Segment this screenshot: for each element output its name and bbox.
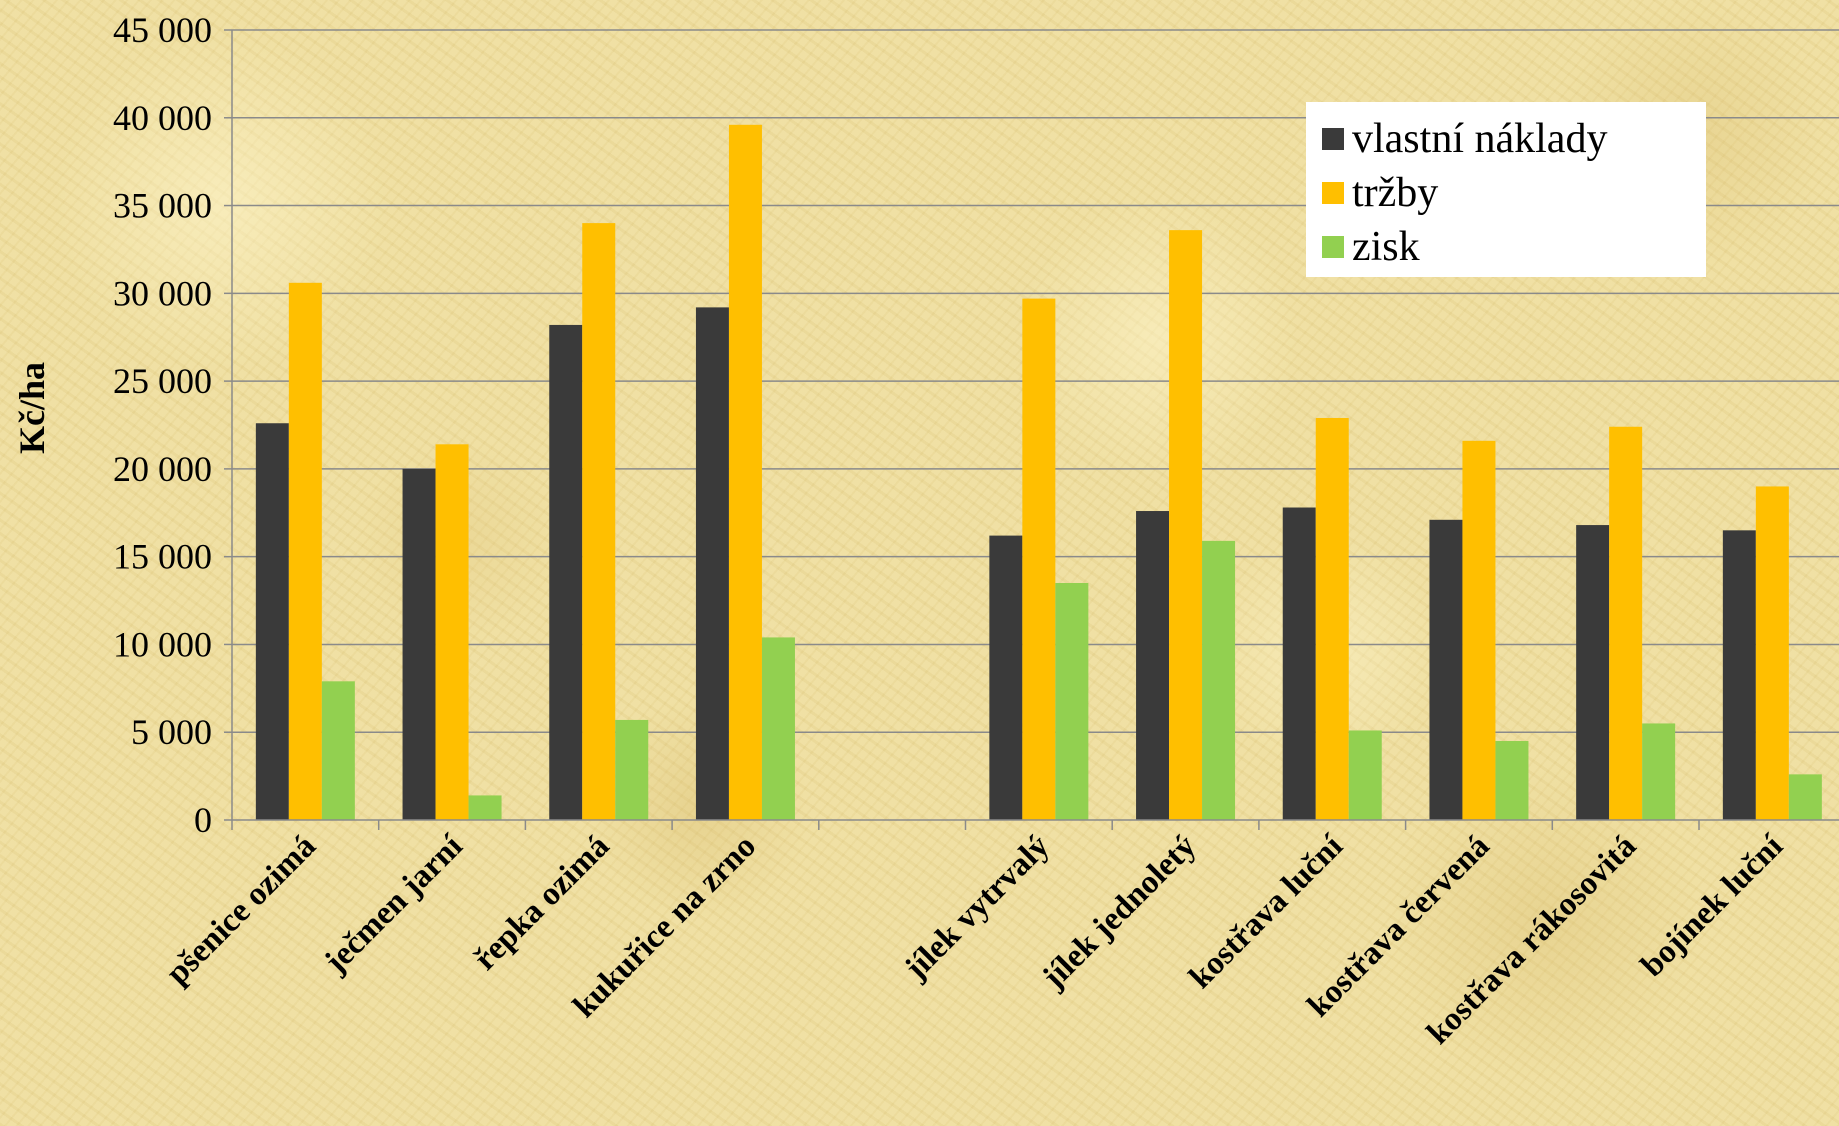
bar	[1642, 723, 1676, 820]
bar	[1788, 774, 1822, 820]
bar	[1609, 426, 1643, 820]
bar	[1136, 511, 1170, 820]
legend-label: vlastní náklady	[1352, 116, 1607, 162]
bar	[1348, 730, 1382, 820]
bar	[1202, 540, 1236, 820]
bar	[1495, 741, 1529, 820]
x-tick-label: řepka ozimá	[467, 828, 616, 977]
bar	[255, 423, 289, 820]
bar	[435, 444, 469, 820]
x-tick-label: jílek vytrvalý	[897, 828, 1056, 987]
bar	[549, 324, 583, 820]
bar	[1576, 525, 1610, 820]
bar	[468, 795, 502, 820]
bars	[255, 124, 1822, 821]
y-tick-label: 40 000	[113, 98, 212, 138]
y-tick-label: 35 000	[113, 186, 212, 226]
bar	[321, 681, 355, 820]
bar	[1055, 583, 1089, 820]
bar	[1315, 417, 1349, 820]
bar	[1722, 530, 1756, 820]
x-tick-label: pšenice ozimá	[160, 828, 323, 991]
bar	[1169, 230, 1203, 821]
bar	[582, 223, 616, 821]
bar	[288, 282, 322, 820]
bar	[1462, 440, 1496, 820]
x-tick-label: ječmen jarní	[317, 828, 470, 981]
y-tick-label: 20 000	[113, 449, 212, 489]
y-tick-label: 30 000	[113, 273, 212, 313]
y-tick-labels: 0 5 000 10 000 15 000 20 000 25 000 30 000 35 0…	[113, 10, 212, 840]
bar	[1755, 486, 1789, 820]
legend-swatch	[1322, 236, 1344, 258]
legend-swatch	[1322, 182, 1344, 204]
legend-box	[1306, 102, 1706, 277]
bar	[1282, 507, 1316, 820]
bar	[989, 535, 1023, 820]
y-tick-label: 15 000	[113, 537, 212, 577]
legend-label: zisk	[1352, 224, 1420, 270]
bar	[728, 124, 762, 821]
y-tick-label: 0	[194, 800, 212, 840]
bar	[1022, 298, 1056, 821]
x-tick-label: bojínek luční	[1634, 828, 1790, 984]
bar	[1429, 519, 1463, 820]
legend: vlastní náklady tržby zisk	[1306, 102, 1706, 277]
bar	[695, 307, 729, 820]
bar	[761, 637, 795, 820]
x-tick-label: kostřava luční	[1182, 828, 1350, 996]
bar	[402, 468, 436, 820]
y-tick-label: 45 000	[113, 10, 212, 50]
bar	[615, 719, 649, 820]
y-tick-label: 5 000	[131, 712, 212, 752]
y-axis-title: Kč/ha	[12, 362, 52, 454]
x-tick-label: jílek jednoletý	[1035, 828, 1203, 996]
axes	[224, 29, 1839, 830]
y-tick-label: 25 000	[113, 361, 212, 401]
legend-label: tržby	[1352, 170, 1438, 216]
legend-swatch	[1322, 128, 1344, 150]
y-tick-label: 10 000	[113, 624, 212, 664]
